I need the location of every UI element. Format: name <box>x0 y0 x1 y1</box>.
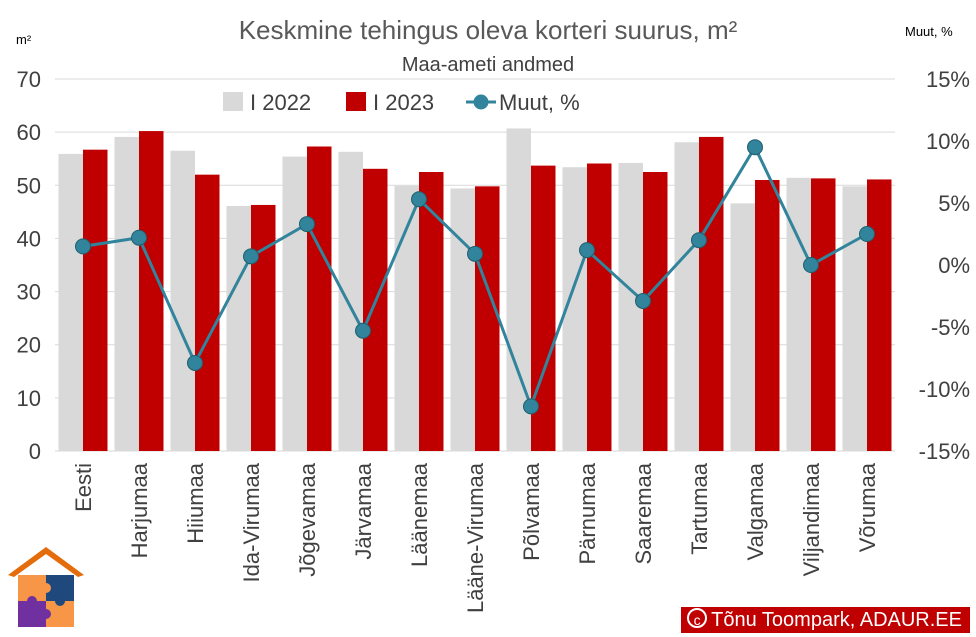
change-marker <box>411 191 427 208</box>
category-label: Jõgevamaa <box>295 462 320 577</box>
bar-curr <box>755 179 780 451</box>
category-label: Viljandimaa <box>799 462 824 576</box>
right-tick-label: 10% <box>926 129 970 154</box>
change-marker <box>803 257 819 273</box>
change-marker <box>859 226 875 242</box>
credit-badge: c Tõnu Toompark, ADAUR.EE <box>681 607 970 633</box>
bar-prev <box>282 156 307 452</box>
bar-prev <box>338 151 363 451</box>
left-axis-ticks: 0 10 20 30 40 50 60 70 <box>17 67 41 464</box>
left-tick-label: 20 <box>17 333 41 358</box>
bar-curr <box>867 179 892 451</box>
bar-curr <box>83 149 108 451</box>
right-tick-label: -15% <box>919 439 970 464</box>
category-label: Eesti <box>71 463 96 512</box>
left-tick-label: 30 <box>17 280 41 305</box>
right-tick-label: -5% <box>931 315 970 340</box>
left-tick-label: 40 <box>17 226 41 251</box>
category-label: Harjumaa <box>127 462 152 558</box>
category-label: Järvamaa <box>351 462 376 559</box>
change-marker <box>187 354 203 371</box>
left-tick-label: 60 <box>17 120 41 145</box>
bar-curr <box>811 178 836 451</box>
change-marker <box>635 292 651 309</box>
change-marker <box>523 398 539 415</box>
category-label: Põlvamaa <box>519 462 544 561</box>
legend-background <box>206 85 700 117</box>
bar-prev <box>114 136 139 451</box>
category-label: Ida-Virumaa <box>239 462 264 582</box>
category-label: Valgamaa <box>743 462 768 560</box>
change-marker <box>579 242 595 259</box>
right-tick-label: 15% <box>926 67 970 92</box>
house-puzzle-logo-icon <box>8 547 84 627</box>
category-label: Võrumaa <box>855 462 880 552</box>
change-marker <box>747 139 763 156</box>
bar-prev <box>730 203 755 451</box>
right-tick-label: 5% <box>938 191 970 216</box>
right-tick-label: 0% <box>938 253 970 278</box>
category-label: Lääne-Virumaa <box>463 462 488 613</box>
legend-label-2022: I 2022 <box>250 90 311 115</box>
change-marker <box>299 216 315 233</box>
bar-curr <box>363 168 388 451</box>
legend-swatch-2022 <box>223 92 243 111</box>
bar-curr <box>699 136 724 451</box>
legend: I 2022 I 2023 Muut, % <box>206 85 700 117</box>
bar-prev <box>842 186 867 451</box>
legend-marker-swatch <box>473 94 489 110</box>
bar-prev <box>674 142 699 452</box>
legend-swatch-2023 <box>346 92 366 111</box>
chart-title: Keskmine tehingus oleva korteri suurus, … <box>239 15 738 45</box>
bar-curr <box>139 131 164 451</box>
bar-curr <box>475 186 500 451</box>
right-tick-label: -10% <box>919 377 970 402</box>
bar-curr <box>307 146 332 451</box>
bar-prev <box>170 150 195 451</box>
left-axis-unit: m² <box>16 32 32 47</box>
bar-curr <box>195 174 220 451</box>
category-labels: Eesti Harjumaa Hiiumaa Ida-Virumaa Jõgevamaa… <box>71 462 880 613</box>
legend-label-2023: I 2023 <box>373 90 434 115</box>
bar-curr <box>587 163 612 452</box>
bars-group <box>58 128 892 452</box>
change-marker <box>243 248 259 265</box>
change-line-group <box>75 139 875 415</box>
category-label: Saaremaa <box>631 462 656 564</box>
category-label: Hiiumaa <box>183 462 208 543</box>
credit-text: Tõnu Toompark, ADAUR.EE <box>711 609 962 631</box>
bar-prev <box>226 206 251 451</box>
change-marker <box>75 238 91 255</box>
category-label: Läänemaa <box>407 462 432 567</box>
change-marker <box>355 322 371 339</box>
left-tick-label: 70 <box>17 67 41 92</box>
left-tick-label: 0 <box>29 439 41 464</box>
bar-curr <box>419 172 444 451</box>
change-marker <box>131 229 147 246</box>
chart-subtitle: Maa-ameti andmed <box>402 54 574 76</box>
bar-prev <box>58 153 83 451</box>
change-marker <box>467 245 483 262</box>
change-marker <box>691 232 707 249</box>
category-label: Tartumaa <box>687 462 712 554</box>
left-tick-label: 10 <box>17 386 41 411</box>
category-label: Pärnumaa <box>575 462 600 564</box>
right-axis-ticks: -15% -10% -5% 0% 5% 10% 15% <box>919 67 970 464</box>
legend-label-change: Muut, % <box>499 90 580 115</box>
right-axis-unit: Muut, % <box>905 24 953 39</box>
left-tick-label: 50 <box>17 173 41 198</box>
bar-prev <box>450 188 475 451</box>
bar-curr <box>251 204 276 451</box>
bar-curr <box>643 172 668 451</box>
copyright-icon: c <box>687 608 708 628</box>
